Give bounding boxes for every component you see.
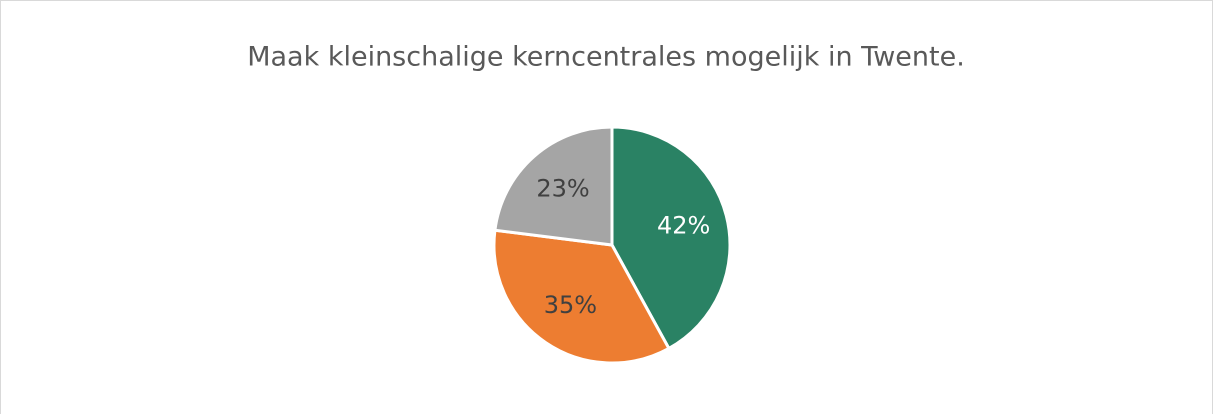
- pie-slice: [610, 125, 732, 351]
- pie-slice: [493, 125, 614, 247]
- data-label: 35%: [544, 291, 597, 319]
- data-label: 23%: [536, 174, 589, 202]
- pie-slice: [492, 228, 671, 365]
- data-label: 42%: [657, 212, 710, 240]
- chart-title: Maak kleinschalige kerncentrales mogelij…: [247, 42, 965, 73]
